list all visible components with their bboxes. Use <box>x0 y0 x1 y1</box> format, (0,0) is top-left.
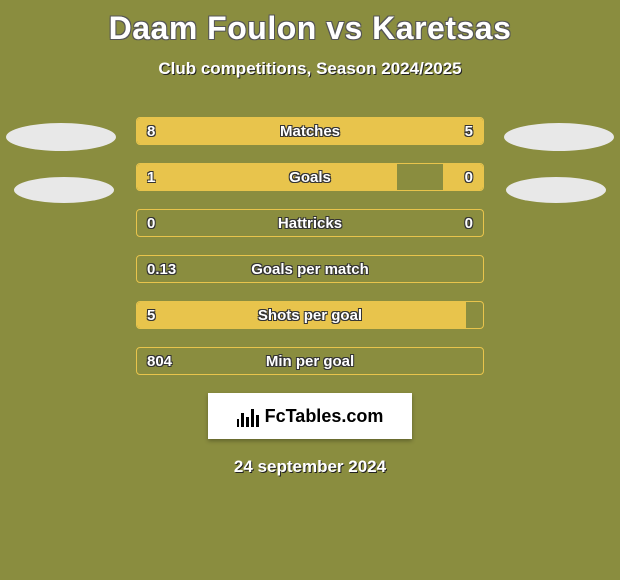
brand-bars-icon <box>237 405 259 427</box>
stat-row: 1Goals0 <box>136 163 484 191</box>
brand-badge: FcTables.com <box>208 393 412 439</box>
stat-label: Hattricks <box>137 210 483 236</box>
stat-row: 8Matches5 <box>136 117 484 145</box>
stat-right-value: 5 <box>465 118 473 144</box>
stat-row: 5Shots per goal <box>136 301 484 329</box>
stat-row: 0.13Goals per match <box>136 255 484 283</box>
brand-text: FcTables.com <box>265 406 384 427</box>
date-label: 24 september 2024 <box>0 457 620 477</box>
stat-row: 0Hattricks0 <box>136 209 484 237</box>
comparison-infographic: Daam Foulon vs Karetsas Club competition… <box>0 0 620 580</box>
player-right-avatar-placeholder <box>504 123 614 151</box>
stat-label: Goals <box>137 164 483 190</box>
stat-label: Min per goal <box>137 348 483 374</box>
player-left-flag-placeholder <box>14 177 114 203</box>
player-right-flag-placeholder <box>506 177 606 203</box>
subtitle: Club competitions, Season 2024/2025 <box>0 59 620 79</box>
stat-right-value: 0 <box>465 210 473 236</box>
stat-label: Matches <box>137 118 483 144</box>
page-title: Daam Foulon vs Karetsas <box>0 10 620 47</box>
stat-row: 804Min per goal <box>136 347 484 375</box>
stat-label: Shots per goal <box>137 302 483 328</box>
stat-right-value: 0 <box>465 164 473 190</box>
stat-bars: 8Matches51Goals00Hattricks00.13Goals per… <box>136 117 484 375</box>
player-left-avatar-placeholder <box>6 123 116 151</box>
stat-label: Goals per match <box>137 256 483 282</box>
